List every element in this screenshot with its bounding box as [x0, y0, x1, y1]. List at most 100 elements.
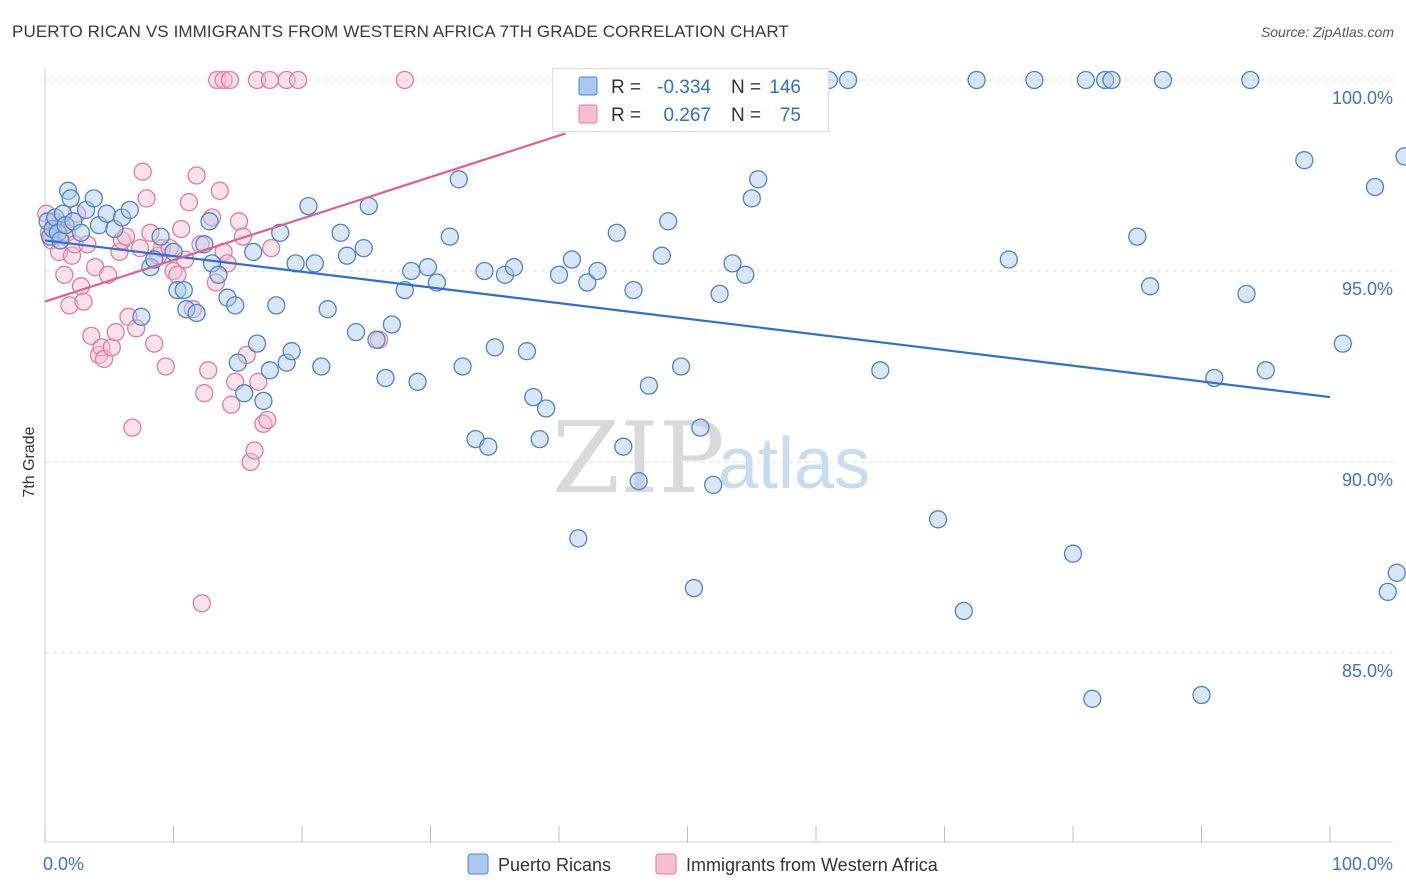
- trend-line-immigrants-western-africa: [44, 132, 566, 303]
- data-point-puerto-ricans: [367, 330, 386, 349]
- data-point-puerto-ricans: [524, 387, 543, 407]
- data-point-puerto-ricans: [742, 189, 761, 208]
- data-point-puerto-ricans: [209, 265, 228, 284]
- data-point-immigrants-western-africa: [179, 193, 199, 212]
- data-point-immigrants-western-africa: [247, 70, 267, 90]
- data-point-puerto-ricans: [1083, 689, 1102, 708]
- data-point-puerto-ricans: [485, 338, 504, 357]
- data-point-immigrants-western-africa: [187, 166, 206, 185]
- data-point-puerto-ricans: [71, 223, 91, 242]
- data-point-puerto-ricans: [475, 261, 494, 281]
- data-point-puerto-ricans: [1063, 544, 1083, 563]
- data-point-puerto-ricans: [402, 261, 421, 281]
- axes: [44, 68, 1393, 843]
- data-point-immigrants-western-africa: [127, 319, 146, 338]
- data-point-puerto-ricans: [1102, 70, 1121, 90]
- y-axis-label: 7th Grade: [21, 426, 38, 497]
- data-point-puerto-ricans: [588, 261, 607, 281]
- data-point-immigrants-western-africa: [288, 70, 308, 90]
- source-credit: Source: ZipAtlas.com: [1260, 24, 1394, 40]
- y-tick-labels: 85.0% 90.0% 95.0% 100.0%: [1332, 88, 1393, 681]
- data-point-puerto-ricans: [318, 300, 337, 319]
- data-point-immigrants-western-africa: [195, 384, 214, 403]
- data-point-puerto-ricans: [277, 353, 296, 372]
- data-point-puerto-ricans: [1128, 227, 1147, 246]
- x-tick-label-max: 100.0%: [1332, 854, 1393, 874]
- data-point-puerto-ricans: [549, 265, 569, 284]
- data-point-immigrants-western-africa: [222, 395, 241, 414]
- data-point-puerto-ricans: [671, 357, 691, 376]
- data-point-puerto-ricans: [569, 529, 588, 548]
- x-tick-label-min: 0.0%: [43, 854, 84, 874]
- data-point-puerto-ricans: [629, 471, 648, 491]
- data-point-puerto-ricans: [607, 223, 626, 242]
- legend-swatch-immigrants-western-africa: [655, 853, 677, 875]
- data-point-immigrants-western-africa: [156, 357, 175, 376]
- data-point-puerto-ricans: [359, 196, 378, 216]
- data-point-immigrants-western-africa: [192, 594, 211, 613]
- data-point-puerto-ricans: [312, 357, 331, 376]
- data-point-puerto-ricans: [652, 246, 671, 265]
- data-point-immigrants-western-africa: [123, 418, 142, 437]
- data-point-puerto-ricans: [247, 334, 267, 353]
- y-tick-label: 90.0%: [1342, 470, 1393, 490]
- legend-swatch-puerto-ricans: [467, 853, 489, 875]
- data-point-puerto-ricans: [1378, 582, 1397, 602]
- stats-r-value-pink: 0.267: [663, 105, 711, 126]
- data-point-immigrants-western-africa: [220, 70, 240, 90]
- data-point-immigrants-western-africa: [260, 70, 280, 90]
- data-point-puerto-ricans: [1241, 70, 1260, 90]
- data-point-immigrants-western-africa: [74, 292, 93, 311]
- data-point-puerto-ricans: [282, 342, 301, 361]
- data-point-puerto-ricans: [168, 280, 187, 300]
- stats-r-value-blue: -0.334: [657, 77, 711, 98]
- data-point-puerto-ricans: [578, 273, 597, 292]
- data-point-immigrants-western-africa: [55, 265, 74, 284]
- data-point-puerto-ricans: [967, 70, 986, 90]
- stats-n-label-pink: N =: [731, 105, 761, 126]
- data-point-puerto-ricans: [1295, 151, 1314, 170]
- watermark: ZIP atlas: [552, 402, 870, 516]
- watermark-atlas: atlas: [718, 424, 870, 504]
- data-point-immigrants-western-africa: [130, 238, 150, 258]
- data-point-puerto-ricans: [453, 357, 472, 376]
- data-point-immigrants-western-africa: [92, 338, 111, 357]
- data-point-puerto-ricans: [449, 170, 468, 189]
- data-point-puerto-ricans: [337, 246, 357, 265]
- data-point-puerto-ricans: [1025, 70, 1044, 90]
- data-point-immigrants-western-africa: [395, 70, 414, 90]
- data-point-puerto-ricans: [235, 384, 254, 403]
- stats-swatch-pink: [578, 104, 598, 124]
- data-point-puerto-ricans: [331, 223, 350, 242]
- data-point-immigrants-western-africa: [141, 223, 160, 242]
- stats-swatch-blue: [578, 76, 598, 96]
- data-point-puerto-ricans: [305, 254, 324, 273]
- data-point-puerto-ricans: [53, 204, 73, 223]
- data-point-immigrants-western-africa: [168, 265, 187, 284]
- data-point-puerto-ricans: [174, 280, 193, 300]
- data-point-immigrants-western-africa: [208, 70, 227, 90]
- data-point-puerto-ricans: [639, 376, 659, 395]
- data-point-puerto-ricans: [479, 437, 498, 456]
- data-point-puerto-ricans: [244, 242, 263, 262]
- data-point-puerto-ricans: [112, 208, 132, 227]
- data-point-puerto-ricans: [1140, 277, 1160, 296]
- data-point-puerto-ricans: [84, 189, 103, 208]
- data-point-puerto-ricans: [710, 284, 729, 304]
- data-point-puerto-ricans: [267, 296, 286, 315]
- data-point-puerto-ricans: [202, 254, 222, 273]
- data-point-puerto-ricans: [200, 212, 219, 231]
- data-point-immigrants-western-africa: [110, 242, 129, 262]
- data-point-immigrants-western-africa: [249, 372, 268, 391]
- data-point-puerto-ricans: [1095, 70, 1115, 90]
- data-point-puerto-ricans: [749, 170, 768, 189]
- data-point-immigrants-western-africa: [137, 189, 156, 208]
- data-point-immigrants-western-africa: [262, 238, 281, 258]
- data-point-puerto-ricans: [723, 254, 742, 273]
- data-point-immigrants-western-africa: [82, 326, 101, 346]
- data-point-immigrants-western-africa: [145, 334, 164, 353]
- data-point-puerto-ricans: [1395, 147, 1406, 166]
- data-point-puerto-ricans: [1256, 361, 1275, 380]
- data-point-puerto-ricans: [928, 510, 948, 529]
- data-point-puerto-ricans: [1333, 334, 1352, 353]
